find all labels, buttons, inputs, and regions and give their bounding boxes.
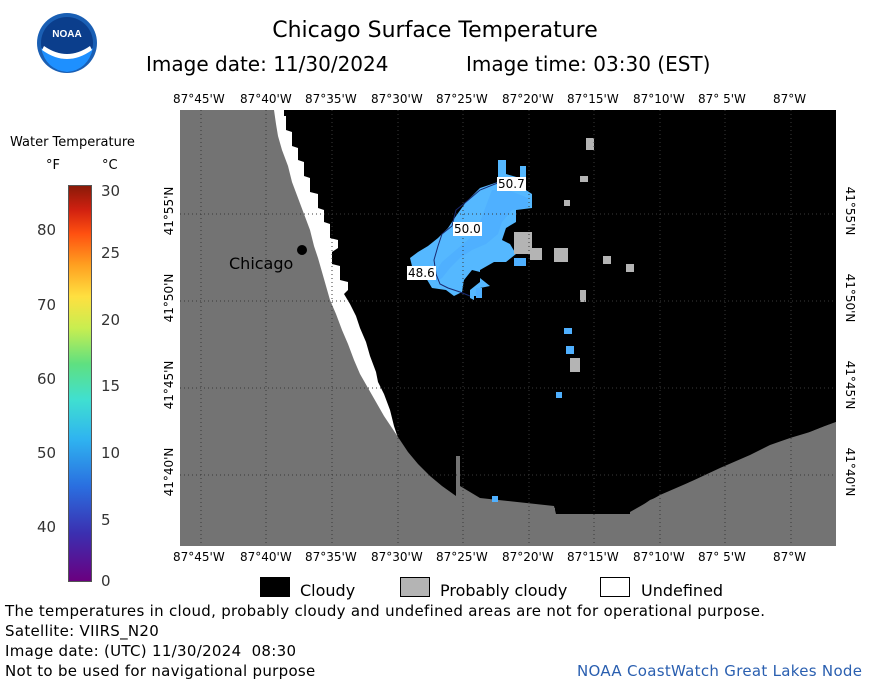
lon-label: 87° 5'W bbox=[698, 92, 746, 106]
lon-label: 87°40'W bbox=[240, 92, 292, 106]
lon-label: 87°35'W bbox=[305, 92, 357, 106]
lon-label: 87° 5'W bbox=[698, 550, 746, 564]
probably-cloudy-patch bbox=[580, 176, 588, 182]
page-title: Chicago Surface Temperature bbox=[272, 18, 598, 43]
lon-label: 87°35'W bbox=[305, 550, 357, 564]
lat-label: 41°55'N bbox=[843, 186, 857, 236]
chicago-label: Chicago bbox=[229, 254, 294, 273]
land-west bbox=[180, 110, 456, 546]
f-tick: 50 bbox=[37, 444, 57, 462]
lat-label: 41°50'N bbox=[162, 273, 176, 323]
unit-f: °F bbox=[46, 158, 60, 173]
lon-label: 87°10'W bbox=[633, 550, 685, 564]
c-tick: 0 bbox=[101, 572, 111, 590]
f-tick: 60 bbox=[37, 370, 57, 388]
temp-label: 50.0 bbox=[453, 222, 482, 236]
unit-c: °C bbox=[102, 158, 118, 173]
lat-label: 41°45'N bbox=[843, 360, 857, 410]
graticule bbox=[180, 110, 836, 546]
lat-label: 41°45'N bbox=[162, 360, 176, 410]
legend-undefined-swatch bbox=[600, 577, 630, 597]
temp-label: 48.6 bbox=[407, 266, 436, 280]
navigation-warning: Not to be used for navigational purpose bbox=[5, 662, 316, 680]
temp-label: 50.7 bbox=[497, 177, 526, 191]
probably-cloudy-patch bbox=[530, 248, 542, 260]
f-tick: 40 bbox=[37, 518, 57, 536]
color-bar bbox=[68, 185, 92, 582]
satellite-info: Satellite: VIIRS_N20 bbox=[5, 622, 160, 640]
c-tick: 5 bbox=[101, 511, 111, 529]
water-warm-core bbox=[434, 190, 528, 282]
credit-link[interactable]: NOAA CoastWatch Great Lakes Node bbox=[577, 662, 863, 680]
lon-label: 87°15'W bbox=[567, 550, 619, 564]
lon-label: 87°W bbox=[773, 92, 807, 106]
noaa-logo: NOAA bbox=[36, 12, 98, 74]
c-tick: 15 bbox=[101, 377, 121, 395]
probably-cloudy-patch bbox=[554, 248, 568, 262]
probably-cloudy-patch bbox=[580, 290, 586, 302]
c-tick: 30 bbox=[101, 182, 121, 200]
water-pixel bbox=[476, 288, 482, 298]
land-southeast bbox=[456, 422, 836, 546]
image-time: Image time: 03:30 (EST) bbox=[466, 52, 711, 76]
lat-label: 41°55'N bbox=[162, 186, 176, 236]
lon-label: 87°45'W bbox=[173, 92, 225, 106]
legend-cloudy-label: Cloudy bbox=[300, 581, 356, 600]
lon-label: 87°30'W bbox=[371, 550, 423, 564]
probably-cloudy-patch bbox=[603, 256, 611, 264]
utc-date: Image date: (UTC) 11/30/2024 08:30 bbox=[5, 642, 297, 660]
isotherm-contour bbox=[433, 181, 520, 297]
lon-label: 87°45'W bbox=[173, 550, 225, 564]
lon-label: 87°20'W bbox=[502, 92, 554, 106]
lon-label: 87°15'W bbox=[567, 92, 619, 106]
map-area[interactable] bbox=[180, 110, 836, 546]
lon-label: 87°30'W bbox=[371, 92, 423, 106]
lon-label: 87°40'W bbox=[240, 550, 292, 564]
color-scale-title: Water Temperature bbox=[10, 135, 135, 150]
water-pixel bbox=[564, 328, 572, 334]
legend-cloudy-swatch bbox=[260, 577, 290, 597]
lat-label: 41°40'N bbox=[162, 447, 176, 497]
water-pixel bbox=[566, 346, 574, 354]
disclaimer-note: The temperatures in cloud, probably clou… bbox=[5, 602, 766, 620]
water-pixel bbox=[556, 392, 562, 398]
image-date: Image date: 11/30/2024 bbox=[146, 52, 389, 76]
legend-probably-cloudy-swatch bbox=[400, 577, 430, 597]
water-pixel bbox=[514, 258, 526, 266]
lon-label: 87°20'W bbox=[502, 550, 554, 564]
probably-cloudy-patch bbox=[564, 200, 570, 206]
lon-label: 87°W bbox=[773, 550, 807, 564]
legend-probably-cloudy-label: Probably cloudy bbox=[440, 581, 568, 600]
probably-cloudy-patch bbox=[570, 358, 580, 372]
c-tick: 20 bbox=[101, 311, 121, 329]
f-tick: 80 bbox=[37, 221, 57, 239]
lon-label: 87°25'W bbox=[436, 92, 488, 106]
probably-cloudy-patch bbox=[626, 264, 634, 272]
logo-text: NOAA bbox=[52, 29, 81, 40]
chicago-marker[interactable] bbox=[297, 245, 307, 255]
legend-undefined-label: Undefined bbox=[641, 581, 724, 600]
c-tick: 10 bbox=[101, 444, 121, 462]
lat-label: 41°50'N bbox=[843, 273, 857, 323]
probably-cloudy-patch bbox=[514, 232, 532, 254]
lat-label: 41°40'N bbox=[843, 447, 857, 497]
lon-label: 87°25'W bbox=[436, 550, 488, 564]
lon-label: 87°10'W bbox=[633, 92, 685, 106]
water-pixel bbox=[492, 496, 498, 502]
c-tick: 25 bbox=[101, 244, 121, 262]
probably-cloudy-patch bbox=[586, 138, 594, 150]
f-tick: 70 bbox=[37, 296, 57, 314]
